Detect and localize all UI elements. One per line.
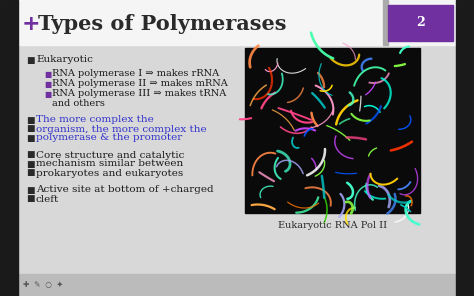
Text: ■: ■ [26, 125, 35, 133]
Bar [0, 0, 18, 296]
Text: Active site at bottom of +charged: Active site at bottom of +charged [36, 186, 214, 194]
Text: and others: and others [52, 99, 105, 107]
Text: cleft: cleft [36, 194, 59, 204]
Text: RNA polymerase III ⇒ makes tRNA: RNA polymerase III ⇒ makes tRNA [52, 89, 226, 99]
Text: +: + [22, 14, 41, 34]
Text: prokaryotes and eukaryotes: prokaryotes and eukaryotes [36, 168, 183, 178]
Bar [245, 48, 420, 213]
Bar [18, 274, 456, 296]
Text: Core structure and catalytic: Core structure and catalytic [36, 150, 184, 160]
Text: ■: ■ [26, 150, 35, 160]
Text: mechanism similar between: mechanism similar between [36, 160, 183, 168]
Text: Types of Polymerases: Types of Polymerases [38, 14, 286, 34]
Bar [388, 5, 453, 41]
Text: ■: ■ [26, 115, 35, 125]
Text: Eukaryotic RNA Pol II: Eukaryotic RNA Pol II [278, 221, 387, 231]
Text: Eukaryotic: Eukaryotic [36, 56, 93, 65]
Bar [18, 0, 456, 45]
Text: The more complex the: The more complex the [36, 115, 154, 125]
Text: ■: ■ [26, 56, 35, 65]
Text: polymerase & the promoter: polymerase & the promoter [36, 133, 182, 142]
Text: 2: 2 [416, 17, 425, 30]
Text: ■: ■ [26, 160, 35, 168]
Text: RNA polymerase I ⇒ makes rRNA: RNA polymerase I ⇒ makes rRNA [52, 70, 219, 78]
Bar [456, 0, 474, 296]
Text: ■: ■ [26, 168, 35, 178]
Text: ■: ■ [26, 133, 35, 142]
Text: ■: ■ [44, 89, 51, 99]
Text: ■: ■ [44, 70, 51, 78]
Text: ✚  ✎  ○  ✦: ✚ ✎ ○ ✦ [23, 281, 63, 289]
Bar [18, 45, 456, 296]
Text: ■: ■ [44, 80, 51, 89]
Text: RNA polymerase II ⇒ makes mRNA: RNA polymerase II ⇒ makes mRNA [52, 80, 228, 89]
Text: ■: ■ [26, 186, 35, 194]
Text: ■: ■ [26, 194, 35, 204]
Bar [383, 0, 388, 45]
Text: organism, the more complex the: organism, the more complex the [36, 125, 207, 133]
